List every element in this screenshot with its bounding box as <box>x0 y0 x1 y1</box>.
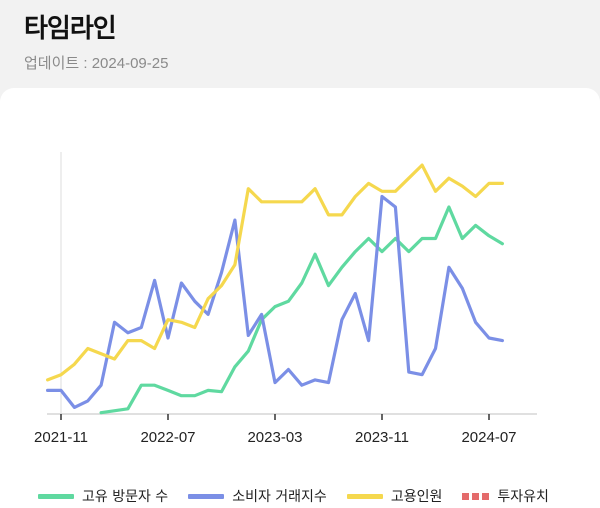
legend-label-consumer-index: 소비자 거래지수 <box>232 489 327 505</box>
legend-swatch-visitors <box>38 493 74 499</box>
x-tick-label: 2021-11 <box>34 429 88 446</box>
x-tick-label: 2023-11 <box>355 429 409 446</box>
x-tick-label: 2024-07 <box>461 429 516 446</box>
legend-item-investment[interactable]: 투자유치 <box>462 486 549 506</box>
legend-label-employees: 고용인원 <box>390 489 443 505</box>
legend-item-employees[interactable]: 고용인원 <box>346 486 443 506</box>
series-line-0 <box>99 205 504 415</box>
legend-item-visitors[interactable]: 고유 방문자 수 <box>38 486 168 506</box>
x-tick-label: 2022-07 <box>140 429 195 446</box>
series-line-1 <box>45 194 504 409</box>
legend-swatch-employees <box>346 493 383 499</box>
series-line-2 <box>45 163 504 382</box>
legend-swatch-investment <box>462 492 490 500</box>
page-title: 타임라인 <box>24 14 117 44</box>
legend-label-visitors: 고유 방문자 수 <box>82 489 169 505</box>
x-tick-label: 2023-03 <box>247 429 302 446</box>
update-info: 업데이트 : 2024-09-25 <box>24 52 168 73</box>
chart-legend: 고유 방문자 수 소비자 거래지수 고용인원 투자유치 <box>38 486 569 506</box>
timeline-chart: 2021-11 2022-07 2023-03 2023-11 2024-07 <box>34 152 537 446</box>
legend-swatch-consumer-index <box>188 493 225 499</box>
legend-item-consumer-index[interactable]: 소비자 거래지수 <box>188 486 327 506</box>
update-date: 2024-09-25 <box>91 55 169 72</box>
update-label: 업데이트 : <box>24 55 92 72</box>
timeline-card: 2021-11 2022-07 2023-03 2023-11 2024-07 <box>0 88 600 508</box>
legend-label-investment: 투자유치 <box>497 489 549 505</box>
